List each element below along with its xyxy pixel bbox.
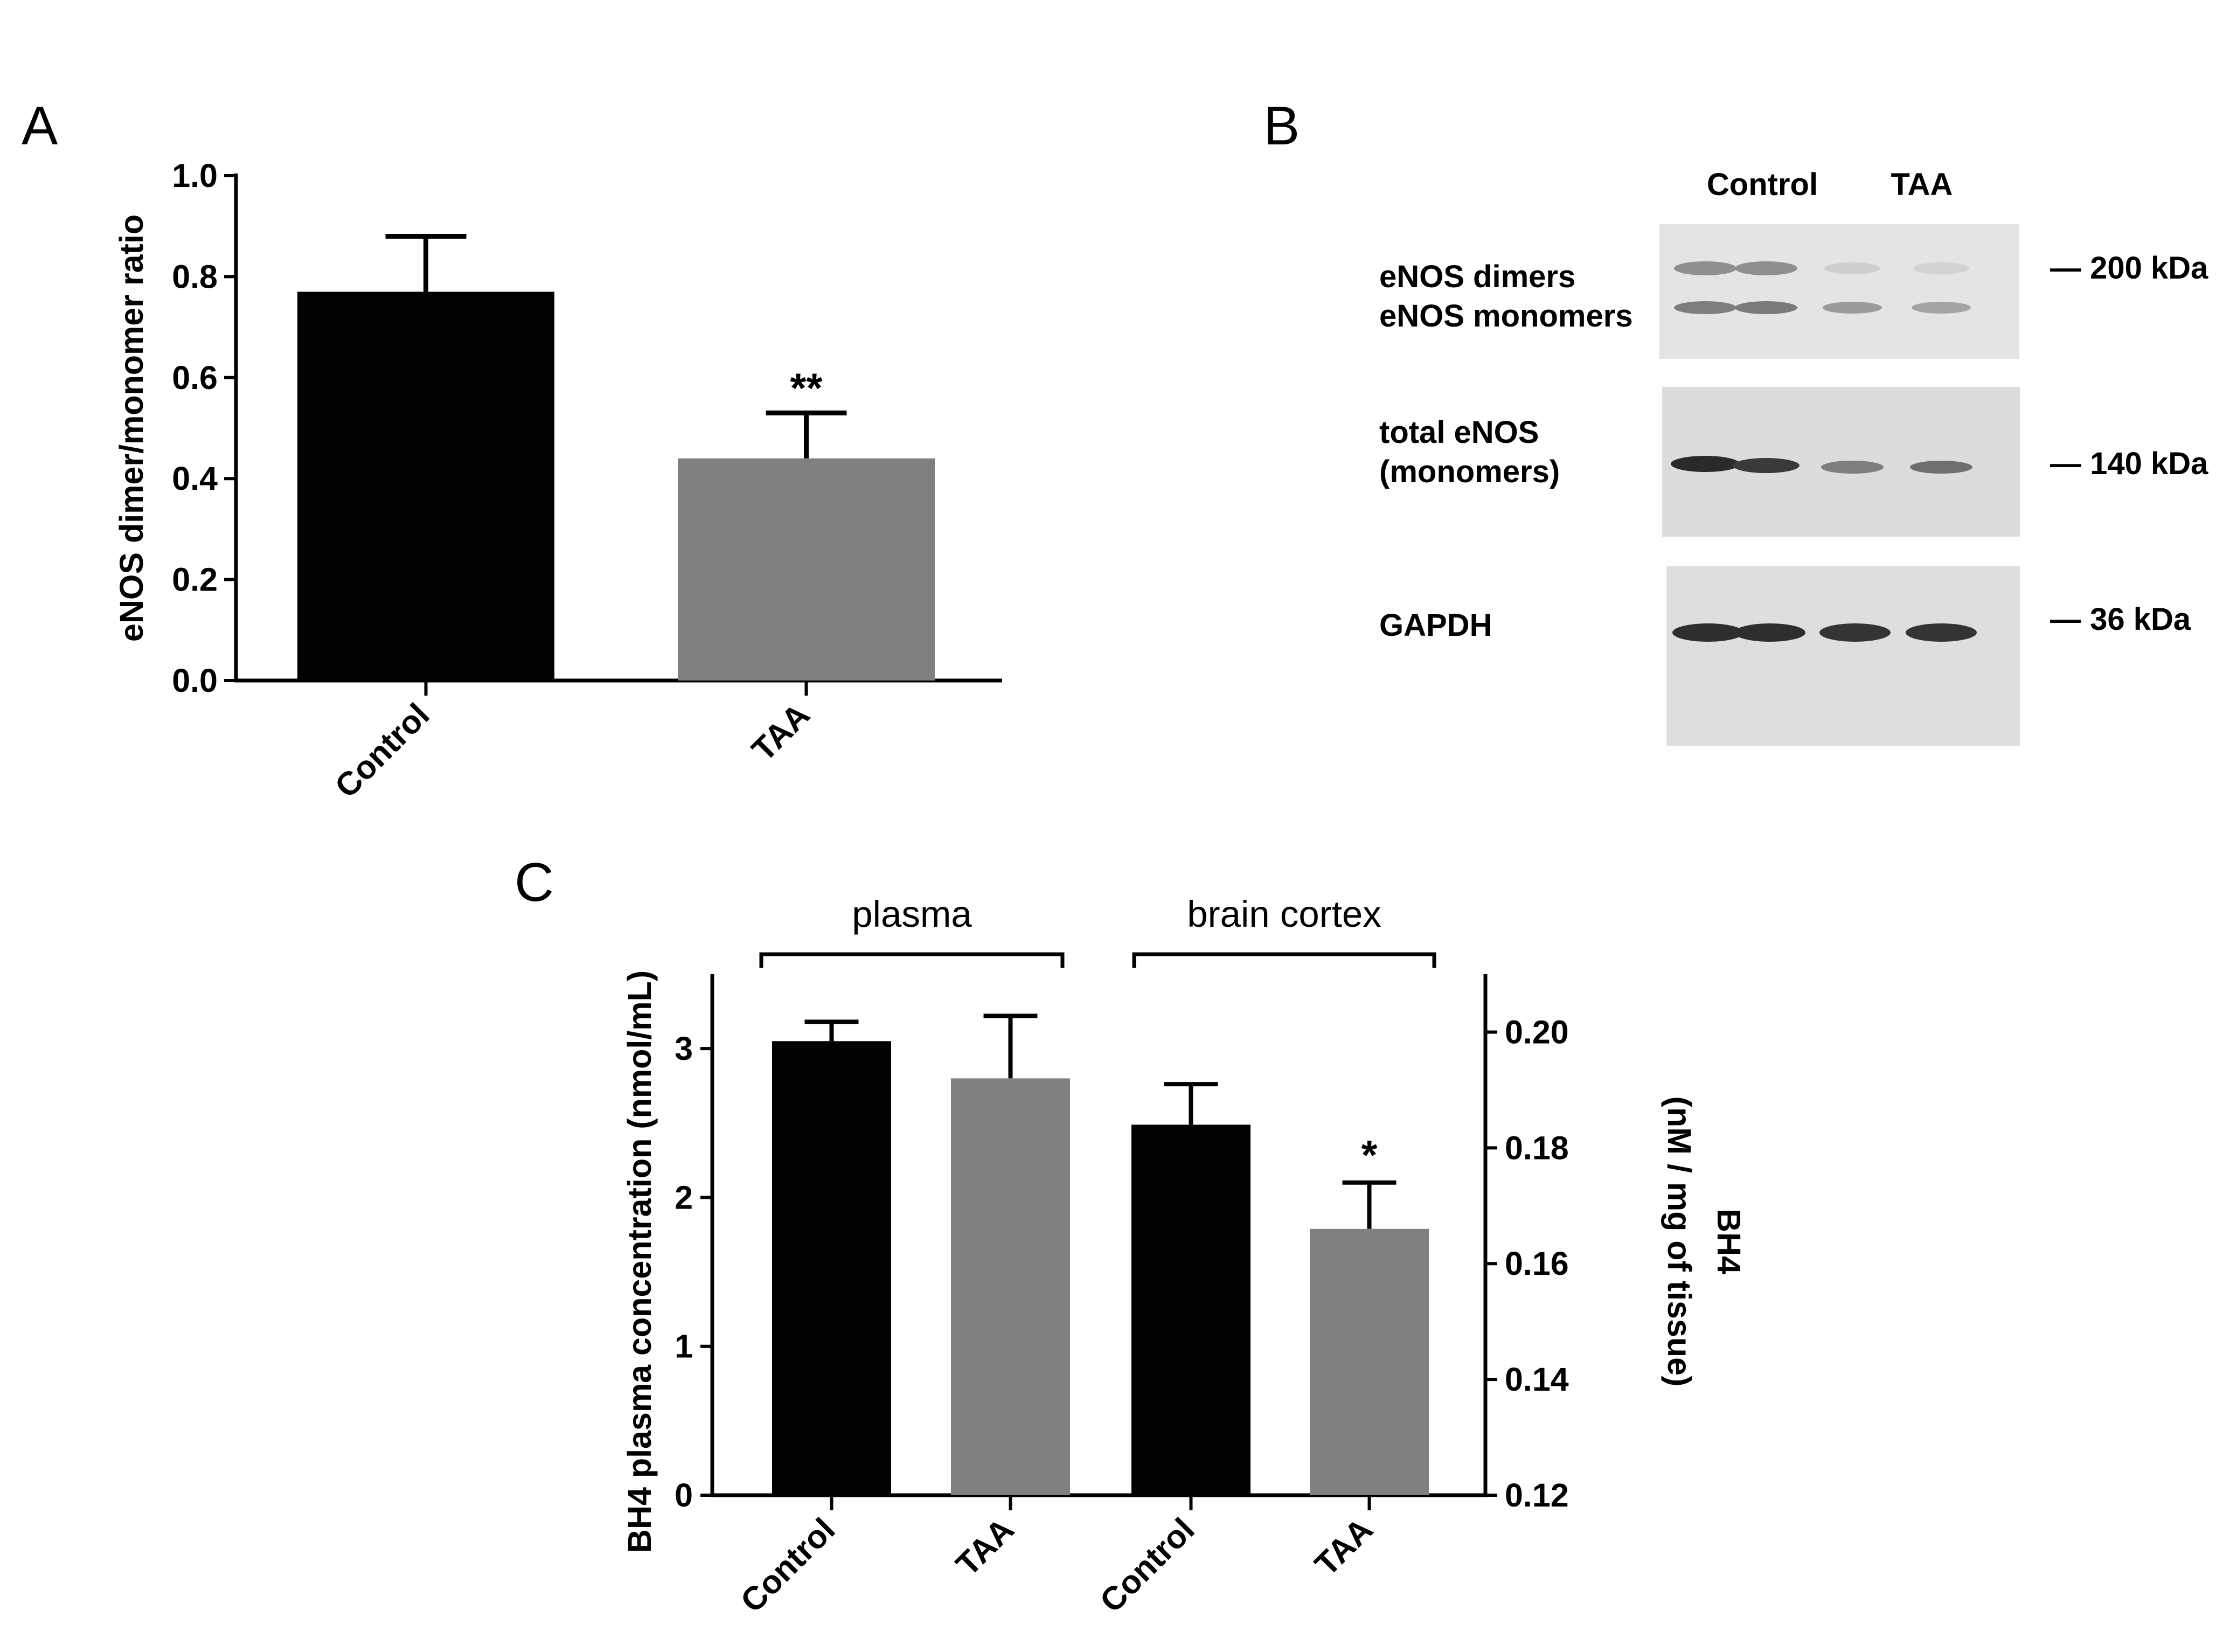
panel-b-letter: B [1263,96,1300,156]
y-axis-title: BH4 plasma concentration (nmol/mL) [621,970,658,1553]
significance-marker: * [1361,1132,1378,1178]
y-tick-label: 0.2 [172,561,218,598]
blot-lane-label-control: Control [1707,167,1818,202]
y2-tick-label: 0.12 [1505,1477,1569,1514]
group-bracket [759,952,1065,968]
chart-c: 0 1 2 3 0.12 0.14 0.16 0.18 0.20 BH4 plasma conce… [621,893,1747,1620]
significance-marker: ** [790,365,823,411]
blot-image-dimers [1659,224,2019,359]
y-axis-title: eNOS dimer/monomer ratio [113,214,150,642]
band-total-4 [1910,461,1972,474]
blot-lane-label-taa: TAA [1891,167,1953,202]
x-tick-label: TAA [1308,1511,1380,1583]
band-gapdh-1 [1672,623,1743,642]
bar-taa [1310,1228,1429,1495]
blot-label-monomers-paren: (monomers) [1379,454,1560,489]
blot-panel: Control TAA eNOS dimers eNOS monomers — … [1379,167,2208,746]
x-tick-label: Control [328,696,436,804]
blot-marker-200kda: — 200 kDa [2050,251,2208,286]
blot-label-total-enos: total eNOS [1379,415,1539,450]
band-dimer-4 [1913,262,1969,274]
chart-a: 0.0 0.2 0.4 0.6 0.8 1.0 eNOS dimer/monomer rat… [113,157,1002,805]
bar-control [1131,1125,1251,1495]
blot-label-dimers: eNOS dimers [1379,259,1575,294]
x-tick-label: Control [1093,1511,1201,1619]
y-tick-label: 3 [675,1030,693,1067]
band-total-3 [1821,461,1884,474]
band-monomer-1 [1674,301,1736,314]
band-total-2 [1733,458,1800,473]
band-total-1 [1671,456,1740,472]
bar-control [772,1041,891,1495]
y-tick-label: 0.6 [172,359,218,396]
band-monomer-2 [1735,301,1797,314]
bar-control [297,291,554,681]
band-dimer-2 [1735,261,1797,275]
band-gapdh-4 [1906,623,1977,642]
band-gapdh-3 [1819,623,1891,642]
y2-tick-label: 0.14 [1505,1361,1569,1398]
y2-tick-label: 0.16 [1505,1245,1569,1282]
y2-tick-label: 0.18 [1505,1129,1569,1166]
y-tick-label: 1.0 [172,157,218,194]
band-dimer-1 [1674,261,1736,275]
y2-axis-title-line2: (nM / mg of tissue) [1661,1096,1698,1387]
y-tick-label: 1 [675,1328,693,1365]
band-monomer-4 [1912,302,1971,314]
blot-marker-140kda: — 140 kDa [2050,446,2208,481]
band-dimer-3 [1824,262,1880,274]
y2-tick-label: 0.20 [1505,1014,1569,1050]
blot-label-monomers: eNOS monomers [1379,299,1633,334]
y-tick-label: 0.8 [172,258,218,295]
y2-axis-title-line1: BH4 [1711,1209,1747,1274]
y-tick-label: 2 [675,1179,693,1216]
blot-marker-36kda: — 36 kDa [2050,602,2191,637]
x-tick-label: Control [733,1511,842,1619]
bar-taa [951,1078,1070,1495]
x-tick-label: TAA [745,696,817,768]
panel-a-letter: A [22,96,58,156]
blot-label-gapdh: GAPDH [1379,608,1492,643]
x-tick-label: TAA [949,1511,1021,1583]
blot-image-gapdh [1666,566,2020,746]
panel-c-letter: C [515,852,554,913]
group-label: brain cortex [1187,893,1381,935]
group-label: plasma [852,893,972,935]
y-tick-label: 0.0 [172,662,218,699]
y-tick-label: 0.4 [172,460,218,497]
group-bracket [1132,952,1436,968]
band-gapdh-2 [1734,623,1805,642]
y-tick-label: 0 [675,1477,693,1514]
bar-taa [678,458,935,681]
band-monomer-3 [1823,302,1882,314]
